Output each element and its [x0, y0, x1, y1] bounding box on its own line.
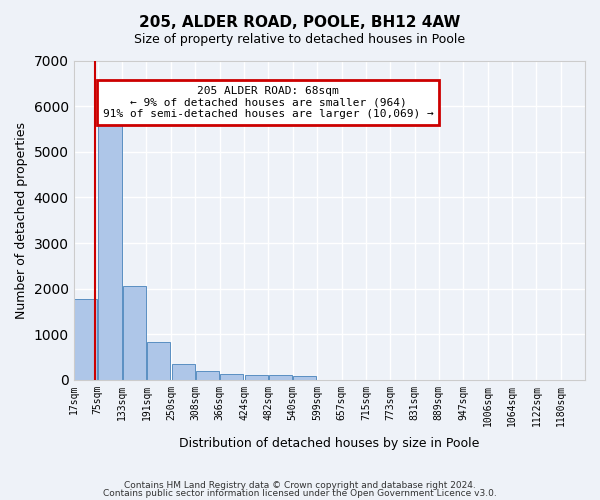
Y-axis label: Number of detached properties: Number of detached properties [15, 122, 28, 318]
Text: Contains HM Land Registry data © Crown copyright and database right 2024.: Contains HM Land Registry data © Crown c… [124, 481, 476, 490]
Bar [269, 376, 292, 380]
Bar [98, 116, 122, 380]
Bar [172, 364, 195, 380]
Bar [220, 374, 244, 380]
Text: 205 ALDER ROAD: 68sqm
← 9% of detached houses are smaller (964)
91% of semi-deta: 205 ALDER ROAD: 68sqm ← 9% of detached h… [103, 86, 433, 120]
Bar [245, 374, 268, 380]
Bar [74, 298, 97, 380]
Bar [123, 286, 146, 380]
Bar [293, 376, 316, 380]
Bar [196, 371, 219, 380]
Bar [147, 342, 170, 380]
Text: 205, ALDER ROAD, POOLE, BH12 4AW: 205, ALDER ROAD, POOLE, BH12 4AW [139, 15, 461, 30]
X-axis label: Distribution of detached houses by size in Poole: Distribution of detached houses by size … [179, 437, 479, 450]
Text: Size of property relative to detached houses in Poole: Size of property relative to detached ho… [134, 32, 466, 46]
Text: Contains public sector information licensed under the Open Government Licence v3: Contains public sector information licen… [103, 488, 497, 498]
